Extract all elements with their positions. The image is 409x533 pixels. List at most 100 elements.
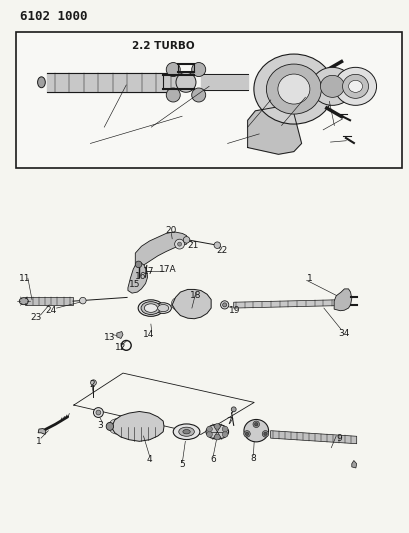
Ellipse shape — [182, 430, 190, 434]
Polygon shape — [117, 332, 123, 338]
Ellipse shape — [141, 302, 160, 314]
Ellipse shape — [178, 427, 194, 437]
Text: 11: 11 — [19, 274, 30, 282]
Ellipse shape — [157, 304, 169, 312]
Text: 16: 16 — [134, 272, 146, 280]
Ellipse shape — [131, 417, 143, 435]
Ellipse shape — [266, 64, 321, 114]
Polygon shape — [25, 297, 73, 305]
Polygon shape — [47, 73, 178, 92]
Ellipse shape — [277, 74, 309, 104]
Circle shape — [220, 301, 228, 309]
Circle shape — [213, 242, 220, 248]
Polygon shape — [128, 262, 147, 293]
Ellipse shape — [118, 418, 132, 435]
Ellipse shape — [137, 417, 149, 435]
Text: 28: 28 — [274, 118, 285, 127]
Text: 12: 12 — [115, 343, 126, 352]
Circle shape — [252, 421, 259, 427]
Ellipse shape — [194, 296, 204, 311]
Ellipse shape — [243, 419, 268, 442]
Text: 3: 3 — [97, 421, 103, 430]
Polygon shape — [247, 107, 301, 155]
Text: 2: 2 — [89, 381, 95, 389]
Text: 8: 8 — [250, 454, 256, 463]
Polygon shape — [201, 74, 247, 91]
Circle shape — [93, 408, 103, 417]
Ellipse shape — [206, 424, 228, 439]
Ellipse shape — [151, 418, 160, 434]
Circle shape — [174, 239, 184, 249]
Text: 1: 1 — [306, 274, 312, 282]
Text: 14: 14 — [143, 330, 154, 339]
Text: 17A: 17A — [158, 265, 175, 273]
Circle shape — [206, 432, 212, 437]
Text: 17: 17 — [142, 267, 154, 276]
Ellipse shape — [144, 304, 157, 312]
Circle shape — [166, 88, 180, 102]
Ellipse shape — [182, 296, 193, 311]
Text: 27: 27 — [241, 120, 253, 129]
Circle shape — [222, 432, 227, 437]
Text: 13: 13 — [104, 333, 115, 342]
Text: 34: 34 — [337, 329, 348, 337]
Text: 21: 21 — [187, 241, 199, 249]
Polygon shape — [172, 289, 211, 319]
Circle shape — [222, 426, 227, 432]
Text: 30: 30 — [318, 128, 330, 137]
Polygon shape — [351, 461, 356, 468]
Text: 20: 20 — [165, 226, 177, 235]
Text: 18: 18 — [190, 291, 201, 300]
Circle shape — [183, 237, 189, 243]
Text: 1: 1 — [36, 437, 42, 446]
Circle shape — [243, 431, 249, 437]
Ellipse shape — [200, 297, 210, 311]
Ellipse shape — [173, 424, 200, 440]
Circle shape — [90, 380, 96, 385]
Circle shape — [79, 297, 86, 304]
Text: 4: 4 — [146, 455, 152, 464]
Circle shape — [191, 62, 205, 77]
Circle shape — [245, 432, 248, 435]
Circle shape — [263, 432, 267, 435]
Text: 32: 32 — [220, 142, 231, 151]
Text: 23: 23 — [30, 313, 42, 321]
Circle shape — [166, 62, 180, 77]
Ellipse shape — [19, 297, 28, 305]
Ellipse shape — [188, 296, 198, 311]
Ellipse shape — [348, 80, 362, 92]
Text: 33: 33 — [97, 118, 109, 127]
Circle shape — [135, 261, 142, 268]
Ellipse shape — [125, 418, 137, 435]
Circle shape — [262, 431, 268, 437]
Ellipse shape — [311, 67, 353, 106]
Text: 9: 9 — [336, 434, 342, 442]
Polygon shape — [270, 431, 356, 443]
Ellipse shape — [155, 303, 171, 313]
Ellipse shape — [171, 297, 182, 310]
Text: 5: 5 — [179, 461, 185, 469]
Ellipse shape — [342, 74, 368, 99]
Circle shape — [214, 434, 220, 440]
Ellipse shape — [106, 422, 113, 431]
Circle shape — [206, 426, 212, 432]
Text: 29: 29 — [330, 118, 342, 127]
Ellipse shape — [334, 67, 375, 106]
Ellipse shape — [108, 419, 125, 434]
Ellipse shape — [177, 297, 187, 311]
Polygon shape — [233, 300, 335, 308]
Polygon shape — [111, 411, 164, 441]
Circle shape — [175, 72, 196, 92]
Text: 6102 1000: 6102 1000 — [20, 10, 87, 22]
Text: 24: 24 — [45, 306, 57, 314]
Polygon shape — [135, 232, 187, 271]
Bar — [16, 32, 401, 168]
Circle shape — [231, 407, 236, 412]
Text: 7: 7 — [225, 417, 231, 425]
Polygon shape — [333, 289, 351, 311]
Text: 25: 25 — [143, 120, 155, 129]
Polygon shape — [38, 429, 46, 434]
Circle shape — [191, 88, 205, 102]
Circle shape — [96, 410, 101, 415]
Circle shape — [254, 423, 257, 426]
